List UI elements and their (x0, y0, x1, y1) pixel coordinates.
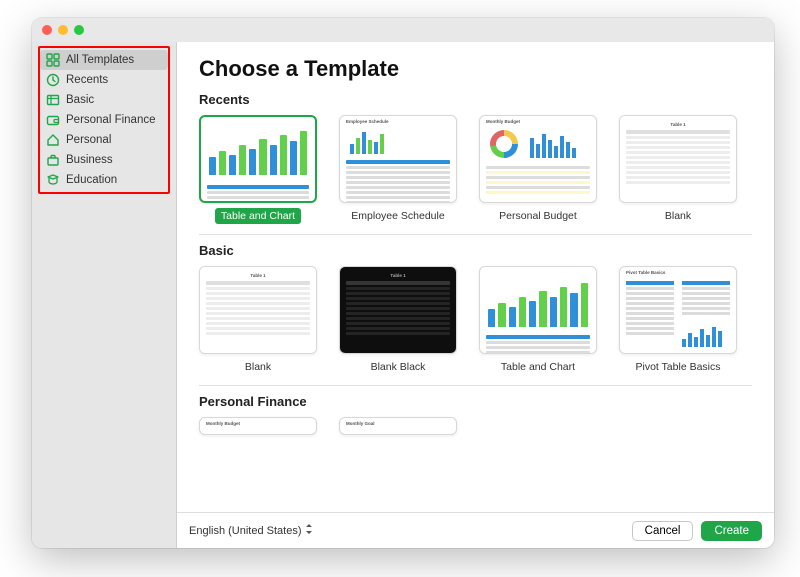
sidebar-item-education[interactable]: Education (40, 170, 168, 190)
template-scroll-area[interactable]: Choose a Template Recents Table and Chart… (177, 42, 774, 512)
template-item[interactable]: Table 1 Blank (619, 115, 737, 224)
language-label: English (United States) (189, 525, 302, 537)
template-thumbnail[interactable]: Table 1 (339, 266, 457, 354)
footer-bar: English (United States) Cancel Create (177, 512, 774, 548)
template-item[interactable]: Monthly Budget (199, 417, 317, 435)
wallet-icon (46, 113, 60, 127)
template-row: Table 1 Blank Table 1 Blank Black Table and … (199, 266, 752, 375)
sidebar-item-label: All Templates (66, 54, 134, 66)
sidebar-item-label: Recents (66, 74, 108, 86)
template-item[interactable]: Table and Chart (479, 266, 597, 375)
page-title: Choose a Template (199, 56, 752, 82)
section-divider (199, 385, 752, 386)
template-label: Blank Black (365, 359, 432, 375)
template-thumbnail[interactable] (479, 266, 597, 354)
sidebar-item-label: Basic (66, 94, 94, 106)
chevron-updown-icon (305, 524, 313, 537)
template-item[interactable]: Monthly Goal (339, 417, 457, 435)
section-divider (199, 234, 752, 235)
template-thumbnail[interactable]: Monthly Goal (339, 417, 457, 435)
template-row: Monthly Budget Monthly Goal (199, 417, 752, 435)
template-item[interactable]: Table 1 Blank Black (339, 266, 457, 375)
create-button[interactable]: Create (701, 521, 762, 541)
template-row: Table and ChartEmployee ScheduleEmployee… (199, 115, 752, 224)
sidebar-item-label: Personal (66, 134, 111, 146)
template-thumbnail[interactable]: Table 1 (619, 115, 737, 203)
section-title: Basic (199, 243, 752, 258)
template-chooser-window: All Templates Recents Basic Personal Financ… (32, 18, 774, 548)
clock-icon (46, 73, 60, 87)
book-icon (46, 173, 60, 187)
sidebar-item-recents[interactable]: Recents (40, 70, 168, 90)
template-item[interactable]: Employee Schedule Employee Schedule (339, 115, 457, 224)
table-icon (46, 93, 60, 107)
close-traffic-light[interactable] (42, 25, 52, 35)
template-thumbnail[interactable]: Monthly Budget (199, 417, 317, 435)
template-label: Pivot Table Basics (629, 359, 726, 375)
sidebar-category-list: All Templates Recents Basic Personal Financ… (38, 46, 170, 194)
sidebar-item-business[interactable]: Business (40, 150, 168, 170)
minimize-traffic-light[interactable] (58, 25, 68, 35)
zoom-traffic-light[interactable] (74, 25, 84, 35)
template-label: Personal Budget (493, 208, 583, 224)
sidebar-item-basic[interactable]: Basic (40, 90, 168, 110)
main-panel: Choose a Template Recents Table and Chart… (177, 42, 774, 548)
template-thumbnail[interactable]: Monthly Budget (479, 115, 597, 203)
briefcase-icon (46, 153, 60, 167)
sidebar-item-label: Education (66, 174, 117, 186)
template-thumbnail[interactable]: Pivot Table Basics (619, 266, 737, 354)
template-label: Blank (239, 359, 277, 375)
home-icon (46, 133, 60, 147)
cancel-button[interactable]: Cancel (632, 521, 694, 541)
sidebar-item-personal-finance[interactable]: Personal Finance (40, 110, 168, 130)
sidebar-item-label: Personal Finance (66, 114, 156, 126)
template-label: Blank (659, 208, 697, 224)
template-item[interactable]: Table and Chart (199, 115, 317, 224)
language-picker[interactable]: English (United States) (189, 524, 313, 537)
sidebar-item-all-templates[interactable]: All Templates (40, 50, 168, 70)
template-thumbnail[interactable] (199, 115, 317, 203)
template-item[interactable]: Pivot Table Basics Pivot Table Basics (619, 266, 737, 375)
window-body: All Templates Recents Basic Personal Financ… (32, 42, 774, 548)
titlebar (32, 18, 774, 42)
template-thumbnail[interactable]: Employee Schedule (339, 115, 457, 203)
grid-icon (46, 53, 60, 67)
section-title: Personal Finance (199, 394, 752, 409)
sidebar-item-personal[interactable]: Personal (40, 130, 168, 150)
template-label: Table and Chart (215, 208, 301, 224)
sidebar: All Templates Recents Basic Personal Financ… (32, 42, 177, 548)
section-title: Recents (199, 92, 752, 107)
template-item[interactable]: Monthly Budget Personal Budget (479, 115, 597, 224)
template-item[interactable]: Table 1 Blank (199, 266, 317, 375)
sidebar-item-label: Business (66, 154, 113, 166)
template-label: Table and Chart (495, 359, 581, 375)
template-label: Employee Schedule (345, 208, 450, 224)
template-thumbnail[interactable]: Table 1 (199, 266, 317, 354)
